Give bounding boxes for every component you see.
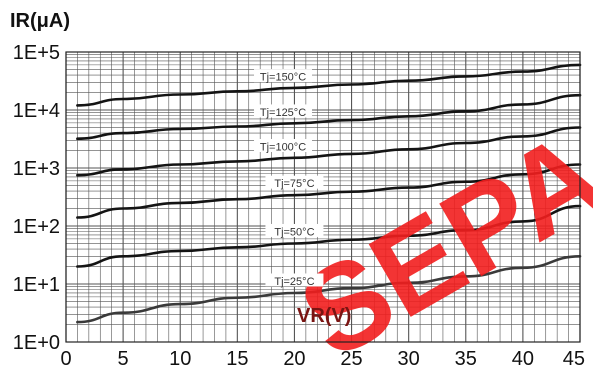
- curve-label-layer: Tj=150°C Tj=125°C Tj=100°C Tj=75°C Tj=50°C Tj…: [254, 69, 324, 288]
- x-tick-label: 35: [455, 348, 477, 370]
- series-line-2: [76, 126, 582, 177]
- series-label-bg-0: [254, 69, 313, 83]
- series-label-bg-4: [265, 223, 324, 237]
- x-tick-label: 5: [118, 348, 129, 370]
- plot-frame: [65, 51, 581, 343]
- series-label-3: Tj=75°C: [274, 178, 314, 190]
- x-axis-title: VR(V): [297, 305, 351, 327]
- x-tick-label: 25: [340, 348, 362, 370]
- x-tick-label: 0: [60, 348, 71, 370]
- series-label-2: Tj=100°C: [260, 142, 306, 154]
- y-axis-title: IR(μA): [10, 10, 70, 32]
- y-tick-label: 1E+1: [13, 274, 60, 296]
- axis-layer: 1E+0 1E+1 1E+2 1E+3 1E+4 1E+5 0 5 10 15 20 25 30 35 40…: [13, 42, 585, 370]
- series-line-4: [76, 204, 582, 268]
- x-tick-label: 45: [563, 348, 585, 370]
- x-tick-label: 15: [226, 348, 248, 370]
- y-tick-label: 1E+2: [13, 216, 60, 238]
- y-tick-label: 1E+3: [13, 158, 60, 180]
- series-line-0: [76, 63, 582, 107]
- series-label-5: Tj=25°C: [274, 276, 314, 288]
- series-line-5: [76, 255, 582, 324]
- curve-layer: [76, 63, 582, 324]
- y-tick-label: 1E+4: [13, 100, 60, 122]
- series-label-4: Tj=50°C: [274, 226, 314, 238]
- series-label-bg-3: [265, 175, 324, 189]
- x-tick-label: 20: [283, 348, 305, 370]
- series-line-3: [76, 163, 582, 219]
- series-label-1: Tj=125°C: [260, 107, 306, 119]
- series-label-bg-2: [254, 139, 313, 153]
- series-label-bg-1: [254, 104, 313, 118]
- x-tick-label: 10: [169, 348, 191, 370]
- series-label-0: Tj=150°C: [260, 72, 306, 84]
- series-label-bg-5: [265, 273, 324, 287]
- y-tick-label: 1E+5: [13, 42, 60, 64]
- x-tick-label: 30: [398, 348, 420, 370]
- x-tick-label: 40: [512, 348, 534, 370]
- y-tick-label: 1E+0: [13, 332, 60, 354]
- series-line-1: [76, 93, 582, 140]
